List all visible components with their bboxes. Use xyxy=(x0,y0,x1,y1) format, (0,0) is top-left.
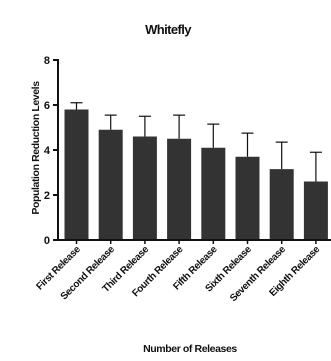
plot-area xyxy=(64,102,328,240)
y-tick-label: 4 xyxy=(44,145,51,157)
bar xyxy=(303,181,328,240)
error-bar xyxy=(138,115,151,137)
error-bar xyxy=(275,141,288,170)
y-axis-label: Population Reduction Levels xyxy=(30,81,42,215)
x-axis-label: Number of Releases xyxy=(143,343,237,355)
bar xyxy=(235,156,260,240)
y-axis-ticks: 0 2 4 6 8 xyxy=(44,55,58,247)
bar xyxy=(98,129,123,240)
bar xyxy=(269,169,294,240)
chart-title: Whitefly xyxy=(145,22,192,37)
error-bar xyxy=(241,132,254,157)
error-bar xyxy=(207,123,220,148)
error-bar xyxy=(70,102,83,110)
error-bar xyxy=(309,151,322,182)
bar xyxy=(201,147,226,240)
y-tick-label: 6 xyxy=(44,100,50,112)
y-tick-label: 8 xyxy=(44,55,50,67)
bar xyxy=(64,109,89,240)
error-bar xyxy=(173,114,186,139)
bar xyxy=(132,136,157,240)
y-tick-label: 0 xyxy=(44,235,50,247)
y-tick-label: 2 xyxy=(44,190,50,202)
error-bar xyxy=(104,114,117,130)
bar xyxy=(167,138,192,240)
